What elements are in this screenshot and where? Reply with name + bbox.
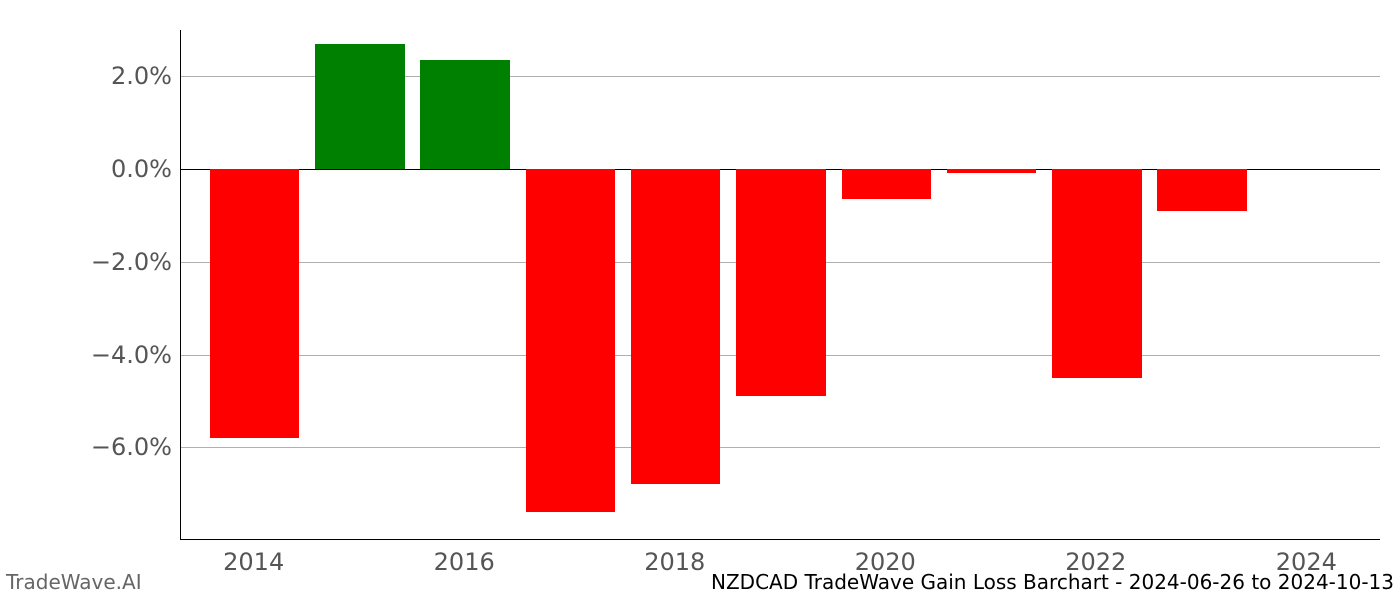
gain-loss-barchart: −6.0%−4.0%−2.0%0.0%2.0% 2014201620182020…	[0, 0, 1400, 600]
bar-2018	[631, 169, 720, 484]
bar-2015	[315, 44, 404, 169]
y-tick-label: 2.0%	[52, 62, 172, 90]
bar-2021	[947, 169, 1036, 173]
bar-2016	[420, 60, 509, 169]
x-tick-label: 2018	[644, 548, 705, 576]
footer-caption: NZDCAD TradeWave Gain Loss Barchart - 20…	[711, 570, 1394, 594]
y-tick-label: −6.0%	[52, 433, 172, 461]
bar-2017	[526, 169, 615, 512]
x-tick-label: 2014	[223, 548, 284, 576]
gridline	[181, 447, 1380, 448]
y-tick-label: 0.0%	[52, 155, 172, 183]
footer-brand: TradeWave.AI	[6, 570, 142, 594]
y-tick-label: −4.0%	[52, 341, 172, 369]
bar-2022	[1052, 169, 1141, 378]
bar-2014	[210, 169, 299, 438]
bar-2023	[1157, 169, 1246, 211]
y-tick-label: −2.0%	[52, 248, 172, 276]
bar-2019	[736, 169, 825, 396]
bar-2020	[842, 169, 931, 199]
plot-area	[180, 30, 1380, 540]
x-tick-label: 2016	[434, 548, 495, 576]
